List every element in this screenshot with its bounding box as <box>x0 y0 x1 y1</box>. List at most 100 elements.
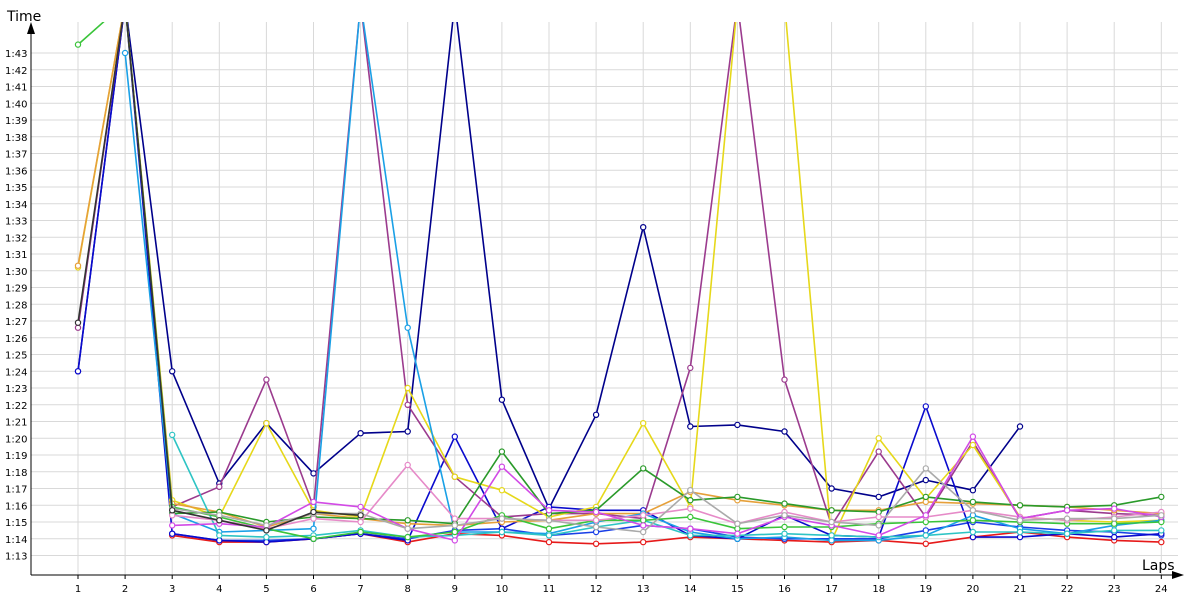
data-point <box>545 507 553 514</box>
data-point <box>451 515 458 522</box>
data-point <box>640 528 647 536</box>
data-point <box>922 476 930 484</box>
y-tick-label: 1:42 <box>5 66 27 77</box>
y-tick-label: 1:32 <box>5 233 27 244</box>
y-tick-label: 1:30 <box>5 267 27 278</box>
data-point <box>545 538 553 546</box>
data-point <box>875 532 882 539</box>
data-point <box>1016 517 1024 524</box>
data-point <box>828 518 835 526</box>
data-point <box>168 522 176 529</box>
y-tick-label: 1:28 <box>5 300 27 311</box>
data-point <box>263 376 270 383</box>
data-point <box>404 533 411 541</box>
y-tick-label: 1:33 <box>5 217 27 228</box>
x-tick-label: 11 <box>543 584 556 595</box>
x-axis-label: Laps <box>1142 558 1175 574</box>
data-point <box>640 512 647 519</box>
data-point <box>781 428 788 435</box>
y-tick-label: 1:16 <box>5 501 27 512</box>
data-point <box>357 512 364 519</box>
y-tick-label: 1:20 <box>5 434 27 445</box>
data-point <box>545 525 553 532</box>
data-point <box>498 528 506 536</box>
x-tick-label: 7 <box>357 584 363 595</box>
data-point <box>592 540 600 548</box>
data-point <box>969 517 977 524</box>
data-point <box>875 522 882 529</box>
x-tick-label: 1 <box>75 584 81 595</box>
data-point <box>687 364 694 372</box>
data-point <box>640 522 647 529</box>
data-point <box>1110 515 1118 522</box>
x-tick-label: 2 <box>122 584 128 595</box>
data-point <box>1110 520 1118 527</box>
data-point <box>875 513 882 521</box>
data-point <box>687 513 694 521</box>
y-axis-label: Time <box>6 9 41 25</box>
data-point <box>687 423 694 430</box>
y-tick-label: 1:21 <box>5 418 27 429</box>
data-point <box>875 448 882 455</box>
data-point <box>922 403 930 410</box>
series-line <box>77 22 1162 528</box>
data-point <box>451 433 458 440</box>
data-point <box>498 515 506 522</box>
data-point <box>1110 533 1118 541</box>
y-tick-label: 1:43 <box>5 49 27 60</box>
x-tick-label: 5 <box>263 584 269 595</box>
data-point <box>451 522 458 529</box>
data-point <box>1063 507 1071 514</box>
y-tick-label: 1:34 <box>5 200 27 211</box>
series-line <box>77 22 1162 542</box>
data-point <box>451 537 458 544</box>
data-point <box>498 448 506 455</box>
tick-labels: 1 2 3 4 5 6 7 8 9 10 11 12 13 14 15 16 17 18 19 20 21 22 23 241… <box>5 49 1168 595</box>
x-tick-label: 17 <box>825 584 838 595</box>
y-tick-label: 1:22 <box>5 401 27 412</box>
data-point <box>828 532 835 539</box>
data-point <box>734 520 741 527</box>
data-point <box>1063 530 1071 537</box>
x-tick-label: 23 <box>1108 584 1121 595</box>
data-point <box>357 430 364 437</box>
data-point <box>828 485 835 492</box>
data-point <box>1016 528 1024 536</box>
y-tick-label: 1:29 <box>5 284 27 295</box>
data-point <box>969 507 977 514</box>
y-tick-label: 1:23 <box>5 384 27 395</box>
data-point <box>404 324 411 331</box>
x-tick-label: 15 <box>731 584 744 595</box>
x-tick-label: 22 <box>1061 584 1074 595</box>
data-point <box>969 441 977 449</box>
grid-lines <box>31 22 1178 575</box>
data-point <box>121 49 129 57</box>
data-point <box>310 525 317 532</box>
data-point <box>357 528 364 536</box>
x-tick-label: 12 <box>590 584 603 595</box>
axes <box>27 22 1184 579</box>
data-point <box>404 461 411 469</box>
series-7 <box>74 22 1165 531</box>
x-tick-label: 20 <box>967 584 980 595</box>
y-tick-label: 1:17 <box>5 485 27 496</box>
data-point <box>922 532 930 539</box>
data-point <box>263 533 270 541</box>
y-tick-label: 1:14 <box>5 535 27 546</box>
x-tick-label: 24 <box>1155 584 1168 595</box>
data-point <box>922 512 930 519</box>
data-point <box>74 262 82 269</box>
plot-area <box>74 22 1165 548</box>
y-tick-label: 1:15 <box>5 518 27 529</box>
series-line <box>172 435 1162 542</box>
y-tick-label: 1:35 <box>5 183 27 194</box>
data-point <box>168 530 176 537</box>
data-point <box>781 530 788 537</box>
y-tick-label: 1:41 <box>5 83 27 94</box>
data-point <box>498 487 506 494</box>
data-point <box>310 498 317 506</box>
y-tick-label: 1:26 <box>5 334 27 345</box>
data-point <box>74 368 82 375</box>
data-point <box>640 420 647 427</box>
